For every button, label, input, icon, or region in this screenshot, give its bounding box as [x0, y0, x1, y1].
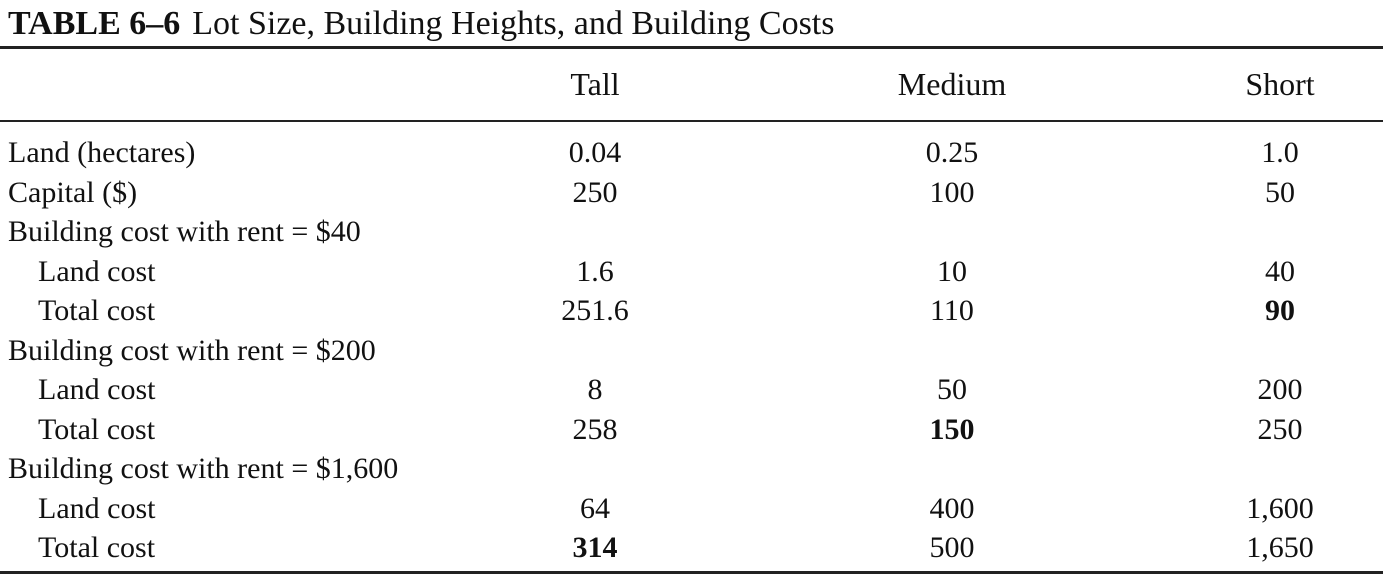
column-header-tall: Tall [570, 66, 620, 102]
table-body: Land (hectares) 0.04 0.25 1.0 Capital ($) 250… [0, 133, 1383, 568]
top-rule [0, 46, 1383, 49]
cell-short: 1,600 [1246, 491, 1314, 525]
table-title: Lot Size, Building Heights, and Building… [192, 5, 835, 42]
cell-short: 1.0 [1261, 136, 1299, 169]
table-row: Land (hectares) 0.04 0.25 1.0 [0, 133, 1383, 173]
cell-tall: 8 [587, 373, 603, 406]
table-row: Building cost with rent = $40 [0, 212, 1383, 252]
row-sublabel: Total cost [38, 412, 156, 446]
column-header-row: Tall Medium Short [0, 62, 1383, 106]
bottom-rule [0, 571, 1383, 574]
table-row: Building cost with rent = $200 [0, 331, 1383, 371]
row-sublabel: Land cost [38, 254, 156, 288]
table-row: Total cost 314 500 1,650 [0, 528, 1383, 568]
cell-short: 90 [1265, 294, 1295, 327]
table-row: Land cost 64 400 1,600 [0, 489, 1383, 529]
cell-tall: 258 [572, 412, 618, 446]
header-rule [0, 120, 1383, 122]
table-row: Land cost 1.6 10 40 [0, 252, 1383, 292]
cell-tall: 250 [572, 175, 618, 209]
cell-medium: 10 [937, 254, 967, 288]
row-label: Capital ($) [8, 175, 138, 209]
table-row: Capital ($) 250 100 50 [0, 173, 1383, 213]
cell-tall: 314 [572, 531, 618, 564]
table-row: Total cost 258 150 250 [0, 410, 1383, 450]
table-row: Total cost 251.6 110 90 [0, 291, 1383, 331]
cell-tall: 251.6 [561, 294, 629, 327]
cell-medium: 110 [930, 294, 974, 327]
cell-medium: 100 [929, 175, 975, 209]
cell-short: 40 [1265, 254, 1295, 288]
row-sublabel: Total cost [38, 531, 156, 564]
table-row: Building cost with rent = $1,600 [0, 449, 1383, 489]
row-sublabel: Land cost [38, 491, 156, 525]
row-label: Building cost with rent = $40 [8, 215, 361, 248]
cell-short: 250 [1257, 412, 1303, 446]
row-label: Building cost with rent = $1,600 [8, 452, 399, 485]
cell-tall: 0.04 [568, 136, 622, 169]
cell-short: 200 [1257, 373, 1303, 406]
cell-medium: 150 [929, 412, 975, 446]
row-label: Building cost with rent = $200 [8, 333, 376, 367]
column-header-short: Short [1245, 66, 1315, 102]
row-sublabel: Total cost [38, 294, 156, 327]
table-caption: TABLE 6–6 Lot Size, Building Heights, and… [8, 4, 834, 44]
cell-medium: 0.25 [925, 136, 979, 169]
cell-medium: 500 [929, 531, 975, 564]
row-sublabel: Land cost [38, 373, 156, 406]
row-label: Land (hectares) [8, 136, 196, 169]
cell-short: 50 [1265, 175, 1295, 209]
cell-medium: 400 [929, 491, 975, 525]
cell-medium: 50 [937, 373, 967, 406]
cell-short: 1,650 [1246, 531, 1314, 564]
table-number: TABLE 6–6 [8, 5, 181, 42]
column-header-medium: Medium [897, 66, 1007, 102]
table-row: Land cost 8 50 200 [0, 370, 1383, 410]
cell-tall: 1.6 [576, 254, 614, 288]
cell-tall: 64 [580, 491, 610, 525]
